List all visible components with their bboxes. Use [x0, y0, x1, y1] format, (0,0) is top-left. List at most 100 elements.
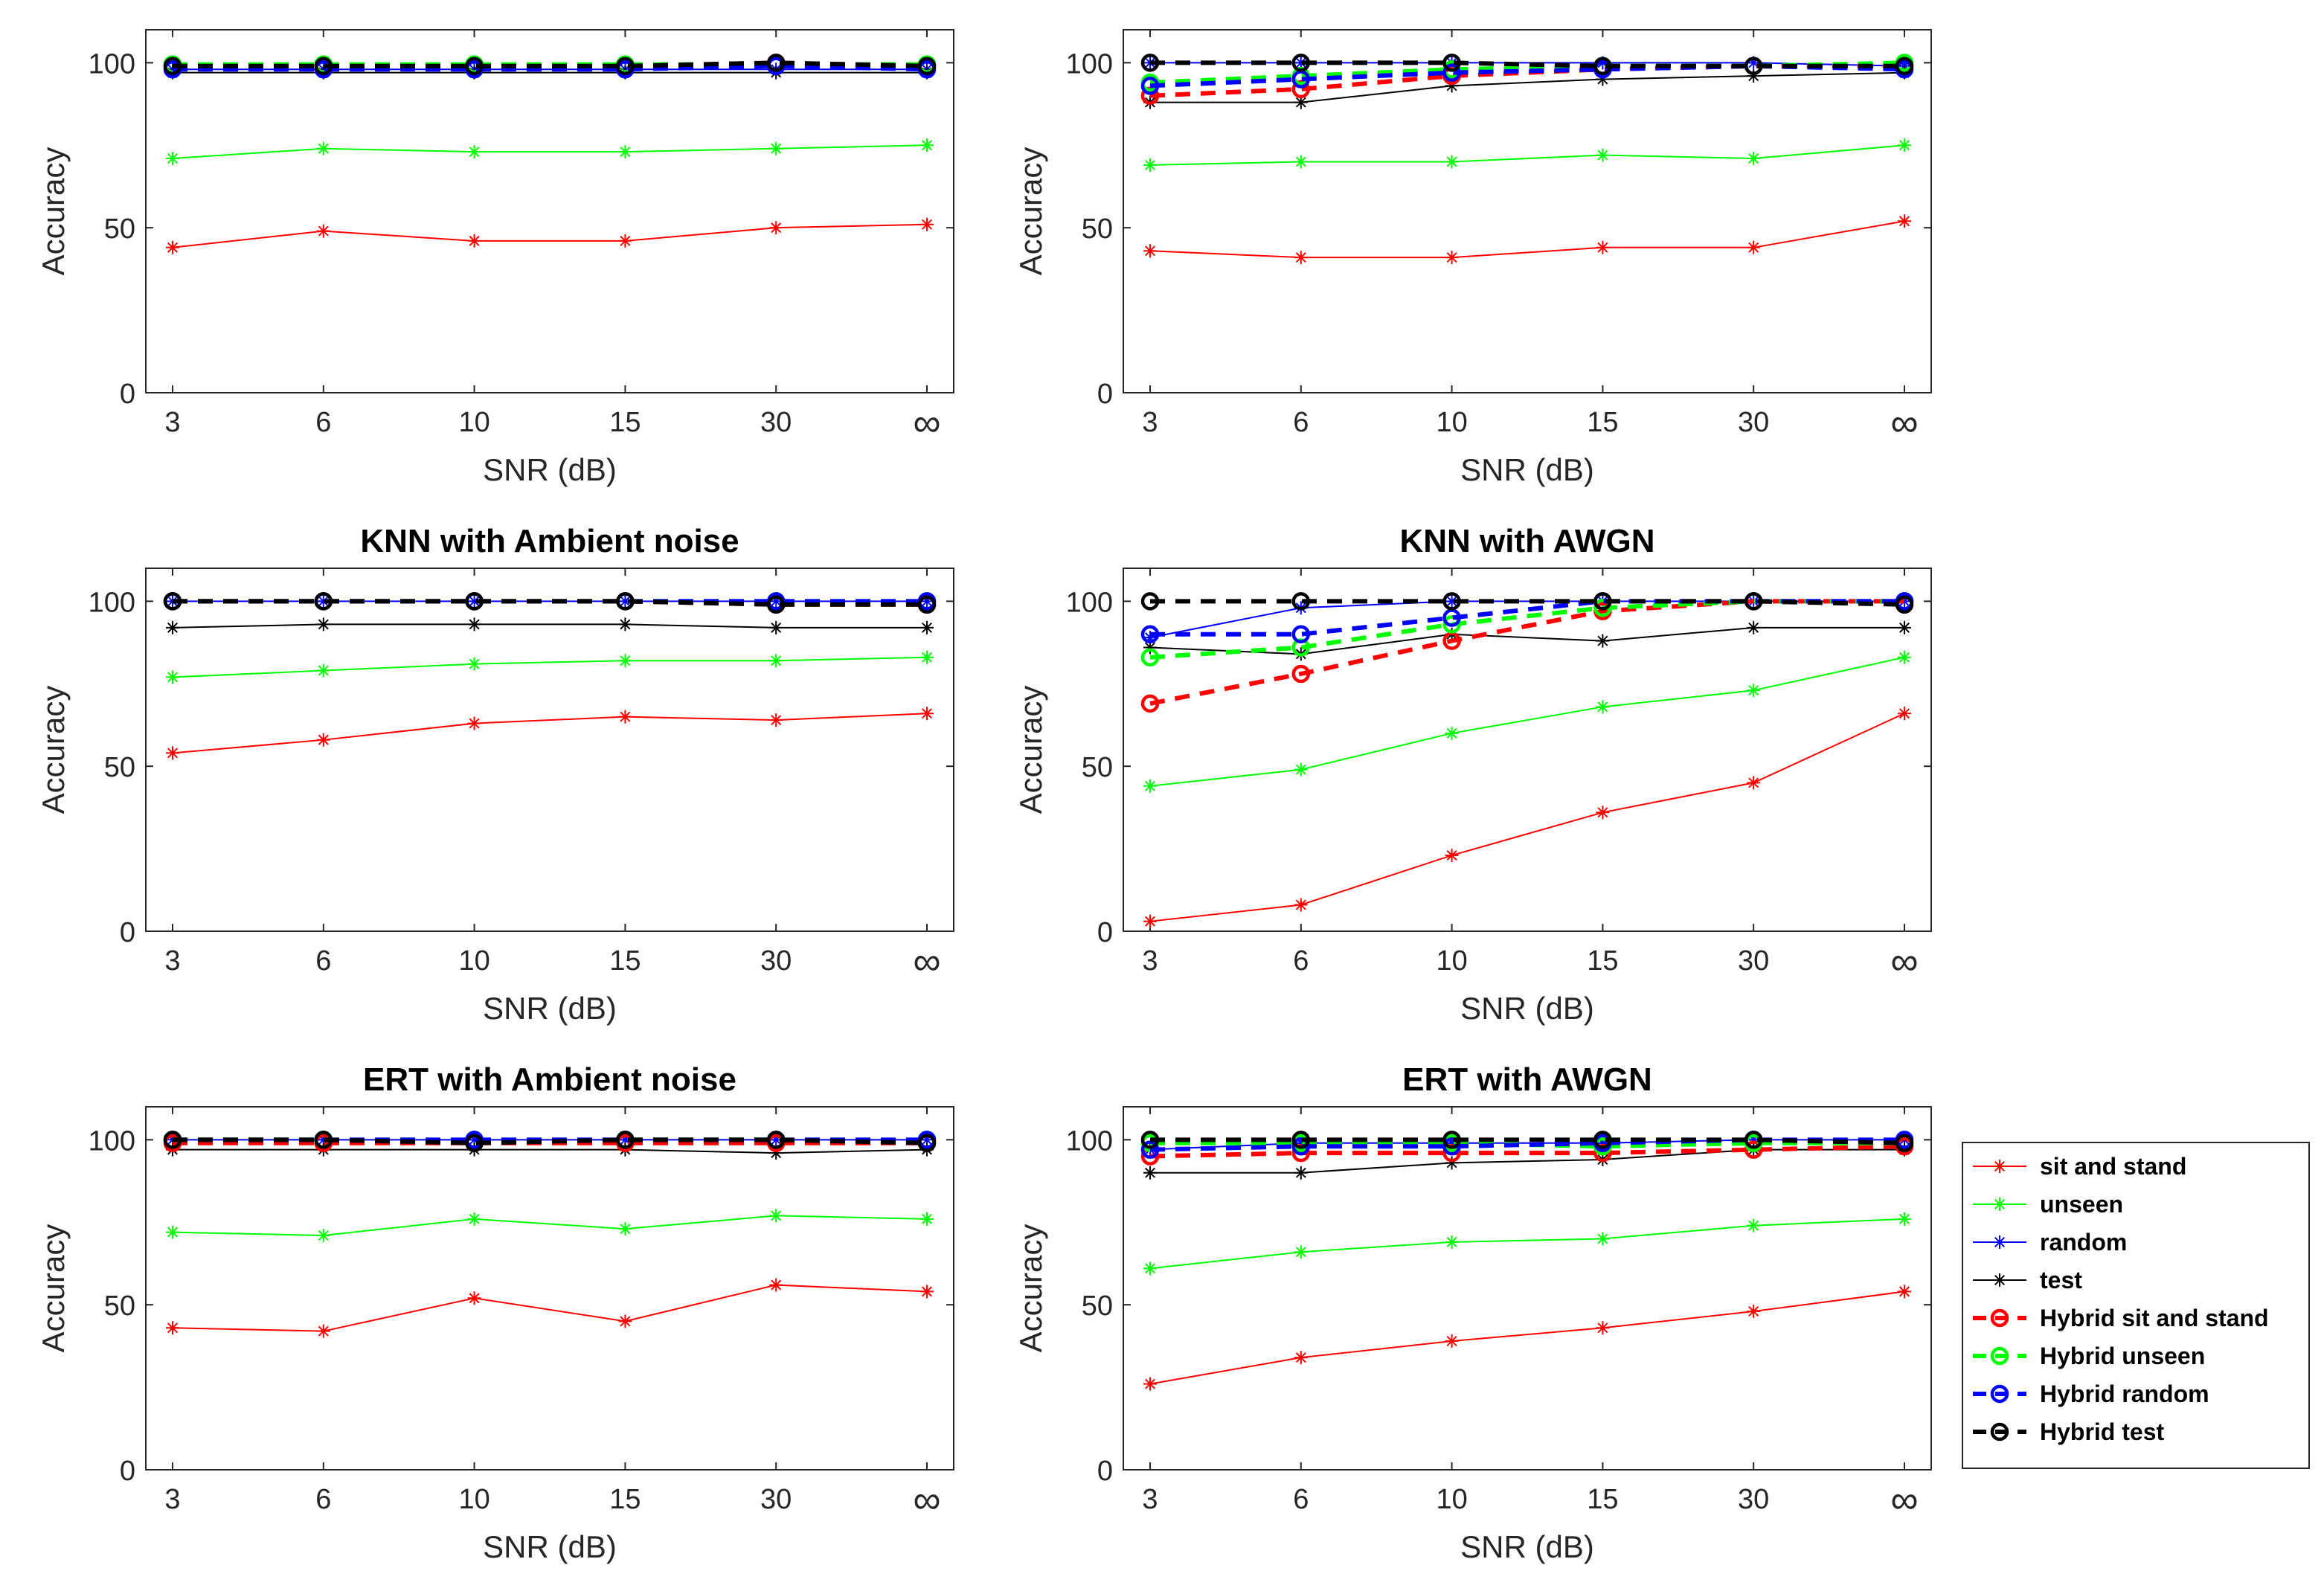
data-point-hybrid-sit-and-stand: [1291, 1143, 1311, 1163]
data-point-random: [618, 594, 632, 608]
data-point-unseen: [1294, 762, 1308, 777]
data-point-sit-and-stand: [618, 710, 632, 724]
data-point-random: [769, 1133, 783, 1147]
x-axis-label: SNR (dB): [483, 991, 617, 1026]
data-point-sit-and-stand: [1898, 1285, 1911, 1299]
data-point-sit-and-stand: [920, 1285, 934, 1299]
y-tick-label: 50: [1082, 1291, 1113, 1322]
data-point-unseen: [618, 145, 632, 159]
x-tick-label: 15: [1587, 1484, 1618, 1515]
data-point-hybrid-test: [1140, 592, 1160, 611]
data-point-sit-and-stand: [467, 716, 481, 730]
legend-marker: [1993, 1273, 2006, 1287]
data-point-unseen: [1898, 138, 1911, 152]
data-point-sit-and-stand: [1898, 214, 1911, 228]
y-tick-label: 100: [1066, 587, 1113, 618]
data-point-unseen: [467, 1212, 481, 1226]
legend-entry-label: unseen: [2040, 1191, 2123, 1218]
chart-panel-5: 0 50 100 3 6 10 15 30 ∞ SNR (dB) Accuracy ERT with …: [36, 1061, 954, 1564]
data-point-hybrid-test: [1442, 54, 1461, 72]
plot-area: [1123, 1106, 1932, 1471]
data-point-sit-and-stand: [1747, 240, 1761, 254]
series-line-random: [1150, 62, 1905, 67]
y-tick-label: 0: [1097, 379, 1113, 410]
data-point-unseen: [618, 654, 632, 668]
data-point-hybrid-unseen: [1593, 598, 1612, 617]
x-tick-label: 15: [1587, 945, 1618, 977]
x-tick-label: 15: [609, 945, 641, 977]
data-point-hybrid-random: [1442, 1137, 1461, 1156]
series-line-sit-and-stand: [1149, 1291, 1905, 1385]
y-tick-label: 0: [1097, 1456, 1113, 1487]
data-point-sit-and-stand: [1294, 898, 1308, 912]
data-point-test: [316, 617, 330, 631]
data-point-unseen: [1294, 1245, 1308, 1259]
x-tick-label: 3: [1142, 1484, 1158, 1515]
x-tick-label: 3: [164, 407, 180, 438]
data-point-hybrid-test: [616, 57, 635, 76]
data-point-unseen: [1898, 1212, 1911, 1226]
data-point-hybrid-test: [917, 57, 937, 76]
data-point-hybrid-test: [766, 54, 786, 72]
legend-entry-label: Hybrid sit and stand: [2040, 1305, 2269, 1331]
data-point-sit-and-stand: [1747, 776, 1761, 790]
series-line-sit-and-stand: [172, 223, 928, 248]
x-tick-label: 6: [1293, 1484, 1309, 1515]
x-axis-label: SNR (dB): [483, 1529, 617, 1564]
data-point-hybrid-test: [1895, 57, 1914, 76]
x-tick-label: 15: [1587, 407, 1618, 438]
x-tick-label: 10: [1436, 407, 1467, 438]
x-tick-label: 6: [315, 945, 331, 977]
x-tick-label: 3: [164, 1484, 180, 1515]
x-tick-label: 10: [458, 407, 489, 438]
data-point-sit-and-stand: [1143, 914, 1157, 928]
data-point-test: [166, 620, 179, 634]
chart-panel-2: 0 50 100 3 6 10 15 30 ∞ SNR (dB) Accuracy: [1013, 29, 1932, 487]
data-point-test: [1143, 640, 1157, 655]
series-line-random: [1149, 1139, 1904, 1151]
data-point-unseen: [1294, 155, 1308, 169]
data-point-unseen: [1143, 779, 1157, 793]
data-point-sit-and-stand: [1294, 1351, 1308, 1365]
y-tick-label: 0: [120, 1456, 135, 1487]
series-line-unseen: [1149, 1218, 1905, 1270]
x-tick-label: 6: [1293, 945, 1309, 977]
data-point-unseen: [1143, 1261, 1157, 1276]
data-point-unseen: [467, 145, 481, 159]
data-point-hybrid-test: [1291, 592, 1311, 611]
data-point-unseen: [316, 141, 330, 155]
data-point-unseen: [467, 657, 481, 671]
data-point-sit-and-stand: [769, 713, 783, 727]
legend-marker: [1990, 1384, 2009, 1404]
legend-entry-label: Hybrid test: [2040, 1418, 2164, 1445]
chart-panel-1: 0 50 100 3 6 10 15 30 ∞ SNR (dB) Accuracy: [36, 29, 954, 487]
data-point-unseen: [1445, 1235, 1459, 1249]
data-point-hybrid-random: [1140, 1140, 1160, 1159]
data-point-sit-and-stand: [920, 217, 934, 231]
data-point-hybrid-test: [766, 595, 786, 614]
data-point-hybrid-test: [766, 1131, 786, 1149]
y-axis-label: Accuracy: [36, 686, 71, 814]
data-point-test: [1898, 620, 1911, 634]
x-axis-label: SNR (dB): [1460, 1529, 1594, 1564]
data-point-sit-and-stand: [166, 746, 179, 760]
data-point-unseen: [920, 138, 934, 152]
data-point-hybrid-test: [1593, 1131, 1612, 1149]
data-point-test: [1294, 95, 1308, 109]
series-line-test: [1150, 1148, 1904, 1174]
data-point-unseen: [1445, 726, 1459, 740]
legend-entry-label: Hybrid unseen: [2040, 1343, 2205, 1369]
series-line-unseen: [1149, 656, 1905, 787]
data-point-sit-and-stand: [769, 1278, 783, 1292]
data-point-test: [1747, 69, 1761, 83]
data-point-sit-and-stand: [920, 707, 934, 721]
x-tick-label: 30: [1738, 407, 1769, 438]
data-point-unseen: [166, 670, 179, 684]
y-tick-label: 0: [120, 917, 135, 948]
x-tick-label: 15: [609, 1484, 641, 1515]
legend-entry-label: test: [2040, 1267, 2082, 1293]
data-point-random: [920, 1133, 934, 1147]
data-point-unseen: [1747, 684, 1761, 698]
series-line-sit-and-stand: [1149, 220, 1905, 259]
data-point-hybrid-test: [465, 57, 484, 76]
